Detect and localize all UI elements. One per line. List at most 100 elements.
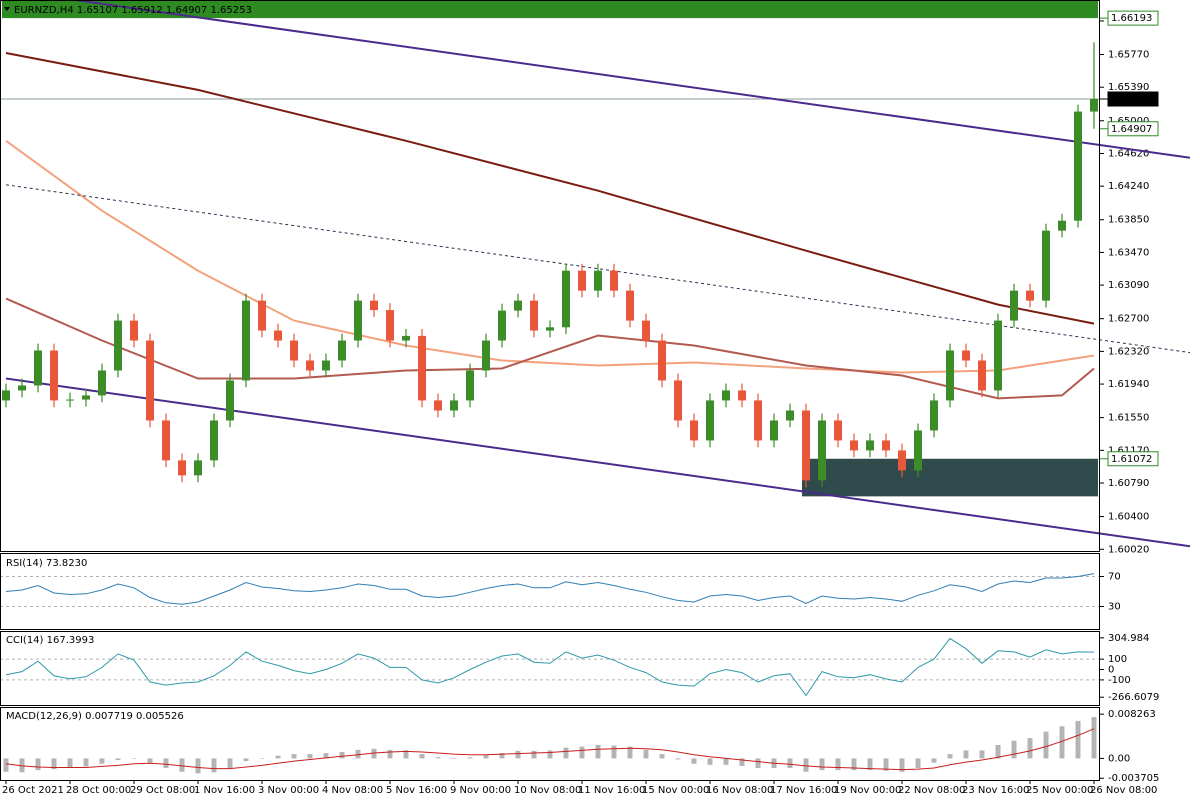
candle-body [834, 420, 842, 441]
candle-body [674, 380, 682, 421]
zone [802, 458, 1098, 497]
candle-body [562, 270, 570, 328]
histogram-bar [163, 758, 169, 769]
y-tick-label: 1.60790 [1108, 478, 1149, 489]
histogram-bar [371, 748, 377, 759]
candle-body [1090, 99, 1098, 112]
x-tick-label: 19 Nov 00:00 [834, 785, 901, 796]
histogram-bar [883, 758, 889, 771]
candle-body [402, 335, 410, 341]
macd-title: MACD(12,26,9) 0.007719 0.005526 [6, 711, 184, 722]
candle-body [706, 400, 714, 441]
histogram-bar [819, 758, 825, 771]
histogram-bar [691, 758, 697, 764]
price-tag-label: 1.65253 [1111, 94, 1152, 105]
candle-body [498, 310, 506, 341]
y-tick-label: 1.64620 [1108, 148, 1149, 159]
histogram-bar [947, 754, 953, 759]
candle-body [530, 300, 538, 331]
price-tag-label: 1.64907 [1111, 124, 1152, 135]
candle-body [866, 440, 874, 451]
candle-body [114, 320, 122, 371]
y-tick-label: -266.6079 [1108, 692, 1159, 703]
candle-body [546, 327, 554, 331]
candle-body [418, 335, 426, 401]
indicator-line [5, 52, 1095, 325]
candle-body [178, 460, 186, 476]
histogram-bar [339, 751, 345, 759]
x-tick-label: 16 Nov 08:00 [706, 785, 773, 796]
histogram-bar [211, 758, 217, 773]
histogram-bar [659, 754, 665, 759]
candle-body [50, 350, 58, 401]
x-tick-label: 10 Nov 08:00 [514, 785, 581, 796]
cci-title: CCI(14) 167.3993 [6, 635, 94, 646]
candle-body [482, 340, 490, 371]
y-tick-label: 1.63090 [1108, 280, 1149, 291]
histogram-bar [835, 758, 841, 771]
histogram-bar [99, 758, 105, 764]
x-tick-label: 5 Nov 16:00 [386, 785, 447, 796]
x-tick-label: 22 Nov 08:00 [898, 785, 965, 796]
histogram-bar [387, 749, 393, 759]
candle-body [754, 400, 762, 441]
histogram-bar [227, 758, 233, 769]
histogram-bar [355, 749, 361, 759]
y-tick-label: 0 [1108, 665, 1114, 676]
candle-body [242, 300, 250, 381]
histogram-bar [563, 747, 569, 759]
x-tick-label: 15 Nov 00:00 [642, 785, 709, 796]
candle-body [338, 340, 346, 361]
zone [2, 1, 1098, 19]
candle-body [322, 360, 330, 371]
candle-body [98, 370, 106, 396]
price-tag-label: 1.61072 [1111, 454, 1152, 465]
candle-body [1010, 290, 1018, 321]
histogram-bar [323, 753, 329, 759]
histogram-bar [275, 755, 281, 759]
candle-body [802, 410, 810, 481]
candle-body [514, 300, 522, 311]
candle-body [2, 390, 10, 401]
candle-body [162, 420, 170, 461]
x-tick-label: 26 Nov 08:00 [1090, 785, 1157, 796]
candle-body [434, 400, 442, 411]
y-tick-label: 0.00 [1108, 753, 1130, 764]
x-tick-label: 4 Nov 08:00 [322, 785, 383, 796]
candle-body [626, 290, 634, 321]
histogram-bar [723, 758, 729, 765]
y-tick-label: -0.003705 [1108, 773, 1159, 784]
y-tick-label: 1.61940 [1108, 379, 1149, 390]
histogram-bar [899, 758, 905, 772]
x-tick-label: 29 Oct 08:00 [130, 785, 195, 796]
candle-body [1026, 290, 1034, 301]
histogram-bar [979, 750, 985, 759]
candle-body [34, 350, 42, 386]
candle-body [130, 320, 138, 341]
x-tick-label: 1 Nov 16:00 [194, 785, 255, 796]
histogram-bar [1091, 717, 1097, 759]
candle-body [386, 310, 394, 341]
candle-body [210, 420, 218, 461]
x-tick-label: 3 Nov 00:00 [258, 785, 319, 796]
y-tick-label: 1.65390 [1108, 82, 1149, 93]
histogram-bar [403, 750, 409, 759]
candle-body [450, 400, 458, 411]
histogram-bar [51, 758, 57, 770]
candle-body [306, 360, 314, 371]
histogram-bar [515, 750, 521, 759]
cci-pane-frame [0, 631, 1100, 706]
candle-body [898, 450, 906, 471]
histogram-bar [147, 758, 153, 763]
candle-body [1074, 111, 1082, 221]
x-tick-label: 26 Oct 2021 [2, 785, 64, 796]
y-tick-label: 304.984 [1108, 633, 1149, 644]
histogram-bar [1059, 726, 1065, 759]
histogram-bar [995, 745, 1001, 759]
indicator-line [5, 573, 1095, 605]
histogram-bar [915, 758, 921, 769]
